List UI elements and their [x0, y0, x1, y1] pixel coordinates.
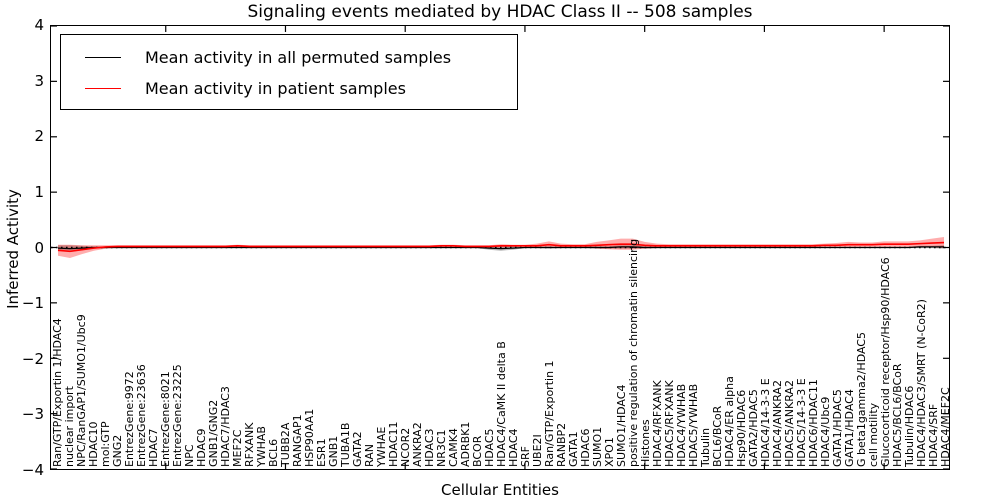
- entity-label: HDAC5/RFXANK: [663, 380, 676, 467]
- entity-label: BCOR: [471, 435, 484, 467]
- entity-label: HDAC4/SRF: [927, 403, 940, 467]
- entity-label: XPO1: [603, 437, 616, 467]
- entity-label: GNB1: [327, 435, 340, 467]
- entity-label: cell motility: [867, 402, 880, 467]
- entity-label: Tubulin/HDAC6: [903, 385, 916, 467]
- entity-label: positive regulation of chromatin silenci…: [627, 238, 640, 467]
- line-permuted: [57, 246, 945, 250]
- entity-label: ESR1: [315, 438, 328, 467]
- entity-label: HDAC6: [579, 428, 592, 467]
- entity-label: HDAC4/HDAC3/SMRT (N-CoR2): [915, 299, 928, 467]
- y-tick-label: 1: [34, 182, 44, 201]
- entity-label: HDAC5/YWHAB: [687, 383, 700, 467]
- entity-label: SRF: [519, 446, 532, 467]
- entity-label: YWHAE: [375, 426, 388, 467]
- entity-label: EntrezGene:8021: [159, 371, 172, 467]
- entity-label: Glucocorticoid receptor/Hsp90/HDAC6: [879, 257, 892, 467]
- entity-label: EntrezGene:23225: [171, 364, 184, 467]
- entity-label: ANKRA2: [411, 422, 424, 467]
- y-tick-label: −4: [21, 461, 44, 479]
- entity-label: G beta1gamma2/HDAC5: [855, 332, 868, 467]
- entity-label: HDAC5/BCL6/BCoR: [891, 363, 904, 467]
- y-tick-label: −1: [21, 294, 44, 313]
- entity-label: HDAC4/ER alpha: [723, 376, 736, 467]
- y-tick-label: −2: [21, 349, 44, 368]
- entity-label: NPC/RanGAP1/SUMO1/Ubc9: [75, 314, 88, 467]
- entity-label: HDAC4/MEF2C: [939, 387, 952, 467]
- entity-label: RANBP2: [555, 422, 568, 467]
- entity-label: GATA2: [351, 431, 364, 467]
- entity-label: GNB1/GNG2: [207, 399, 220, 467]
- entity-label: YWHAB: [255, 426, 268, 467]
- legend: Mean activity in all permuted samples Me…: [60, 34, 518, 110]
- entity-label: NPC: [183, 444, 196, 467]
- y-tick-label: 0: [34, 238, 44, 257]
- entity-label: RFXANK: [243, 422, 256, 467]
- entity-label: HDAC11: [387, 421, 400, 467]
- y-tick-label: −3: [21, 405, 44, 424]
- entity-label: nuclear import: [63, 386, 76, 467]
- entity-label: Hsp90/HDAC6: [735, 389, 748, 467]
- entity-label: TUBB2A: [279, 422, 292, 467]
- entity-label: MEF2C: [231, 429, 244, 467]
- entity-label: HDAC3: [423, 428, 436, 467]
- entity-label: GATA1: [567, 431, 580, 467]
- entity-label: EntrezGene:9972: [123, 371, 136, 467]
- entity-label: HDAC7/HDAC3: [219, 386, 232, 467]
- entity-label: HDAC4/CaMK II delta B: [495, 341, 508, 467]
- y-tick-label: 3: [34, 71, 44, 90]
- entity-label: TUBA1B: [339, 422, 352, 467]
- entity-label: HDAC9: [195, 428, 208, 467]
- entity-label: GNG2: [111, 434, 124, 467]
- plot-area: Mean activity in all permuted samples Me…: [50, 25, 950, 470]
- entity-label: HDAC4/YWHAB: [675, 383, 688, 467]
- legend-label-permuted: Mean activity in all permuted samples: [145, 48, 452, 67]
- entity-label: HDAC4/Ubc9: [819, 396, 832, 467]
- entity-label: BCL6/BCoR: [711, 405, 724, 467]
- permuted-line-swatch: [85, 57, 121, 58]
- entity-label: Histones: [639, 419, 652, 467]
- entity-label: SUMO1: [591, 426, 604, 467]
- entity-label: Ran/GTP/Exportin 1: [543, 360, 556, 467]
- entity-label: GATA2/HDAC5: [747, 389, 760, 467]
- entity-label: HDAC4/RFXANK: [651, 380, 664, 467]
- x-axis-label: Cellular Entities: [441, 481, 559, 499]
- entity-label: RANGAP1: [291, 414, 304, 467]
- entity-label: GATA1/HDAC5: [831, 389, 844, 467]
- entity-label: HDAC4/ANKRA2: [771, 380, 784, 467]
- patient-line-swatch: [85, 88, 121, 89]
- entity-label: Ran/GTP/Exportin 1/HDAC4: [51, 318, 64, 467]
- entity-label: RAN: [363, 444, 376, 467]
- entity-label: mol:GTP: [99, 421, 112, 467]
- legend-label-patient: Mean activity in patient samples: [145, 79, 406, 98]
- entity-label: SUMO1/HDAC4: [615, 384, 628, 467]
- entity-label: HDAC7: [147, 428, 160, 467]
- entity-label: HDAC4: [507, 428, 520, 467]
- entity-label: HDAC5/ANKRA2: [783, 380, 796, 467]
- y-tick-label: 4: [34, 16, 44, 34]
- line-patient: [57, 241, 945, 253]
- entity-label: HDAC10: [87, 421, 100, 467]
- chart-canvas: [51, 26, 949, 469]
- entity-label: HSP90AA1: [303, 408, 316, 467]
- chart-title: Signaling events mediated by HDAC Class …: [247, 2, 753, 22]
- entity-label: UBE2I: [531, 434, 544, 467]
- entity-label: HDAC6/HDAC11: [807, 379, 820, 467]
- legend-item-permuted: Mean activity in all permuted samples: [61, 42, 517, 73]
- y-tick-label: 2: [34, 127, 44, 146]
- legend-item-patient: Mean activity in patient samples: [61, 73, 517, 104]
- entity-label: NR3C1: [435, 429, 448, 467]
- entity-label: EntrezGene:23636: [135, 364, 148, 467]
- entity-label: HDAC5/14-3-3 E: [795, 378, 808, 467]
- entity-label: BCL6: [267, 438, 280, 467]
- entity-label: GATA1/HDAC4: [843, 389, 856, 467]
- entity-label: Tubulin: [699, 427, 712, 467]
- entity-label: HDAC4/14-3-3 E: [759, 378, 772, 467]
- entity-label: ADRBK1: [459, 421, 472, 467]
- entity-label: NCOR2: [399, 427, 412, 467]
- entity-label: CAMK4: [447, 428, 460, 467]
- entity-label: HDAC5: [483, 428, 496, 467]
